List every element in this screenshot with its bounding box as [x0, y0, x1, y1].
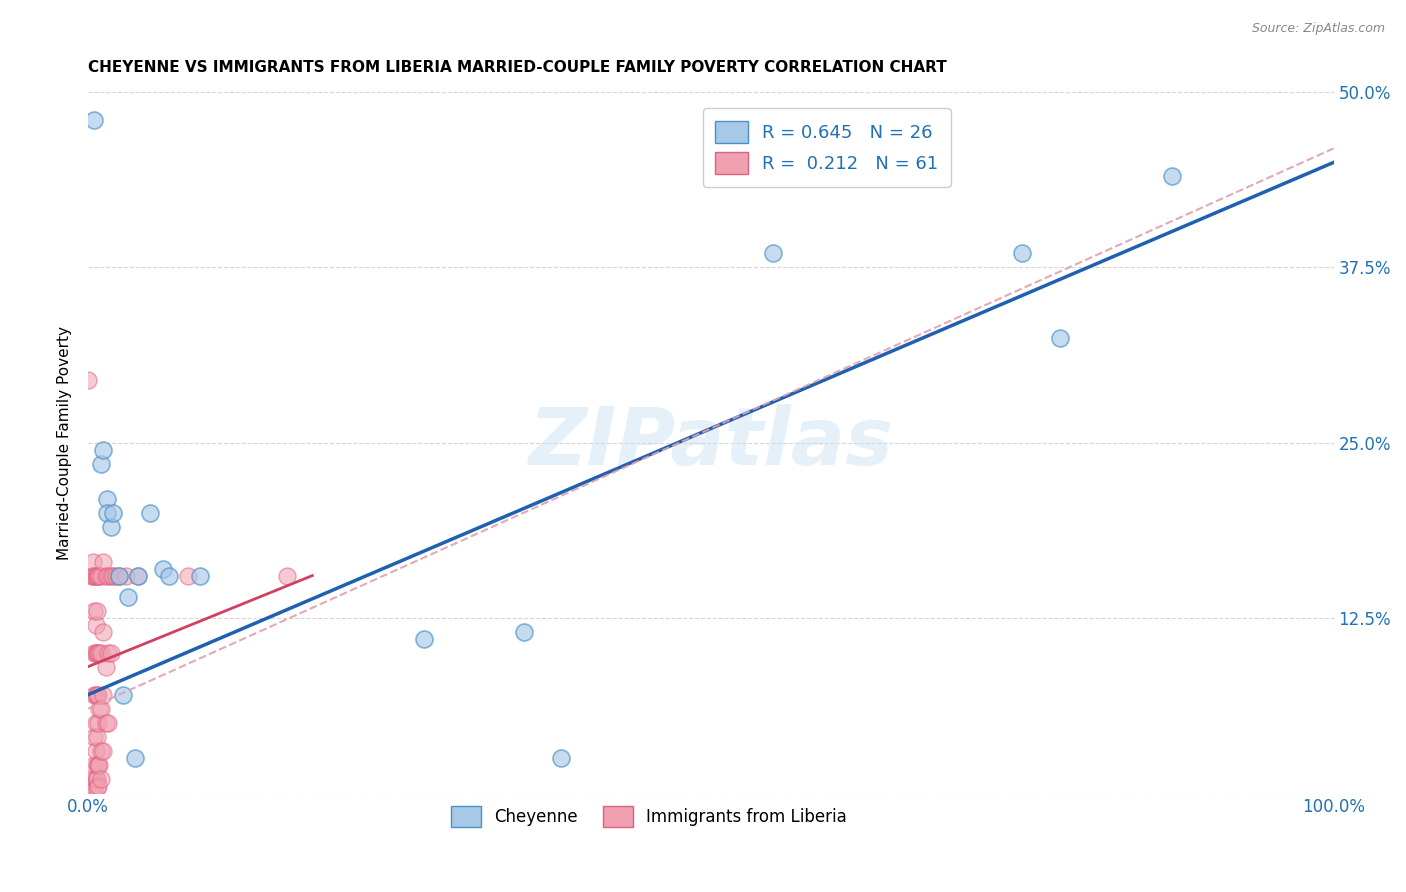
Point: [83, 568, 105, 582]
Point: [111, 688, 134, 702]
Point: [94, 715, 117, 730]
Point: [89, 757, 111, 772]
Point: [90, 646, 112, 660]
Point: [91, 624, 114, 639]
Legend: Cheyenne, Immigrants from Liberia: Cheyenne, Immigrants from Liberia: [444, 799, 853, 833]
Point: [91, 555, 114, 569]
Y-axis label: Married-Couple Family Poverty: Married-Couple Family Poverty: [58, 326, 72, 559]
Point: [101, 506, 124, 520]
Point: [413, 632, 436, 646]
Point: [100, 646, 122, 660]
Point: [84, 772, 107, 786]
Point: [83, 772, 105, 786]
Point: [188, 568, 211, 582]
Point: [86, 757, 108, 772]
Point: [82, 555, 104, 569]
Point: [83, 688, 105, 702]
Point: [152, 561, 174, 575]
Point: [91, 688, 114, 702]
Point: [87, 646, 110, 660]
Point: [86, 781, 108, 796]
Point: [550, 750, 572, 764]
Text: CHEYENNE VS IMMIGRANTS FROM LIBERIA MARRIED-COUPLE FAMILY POVERTY CORRELATION CH: CHEYENNE VS IMMIGRANTS FROM LIBERIA MARR…: [89, 60, 946, 75]
Point: [1049, 330, 1071, 344]
Point: [108, 568, 131, 582]
Point: [83, 730, 105, 744]
Text: Source: ZipAtlas.com: Source: ZipAtlas.com: [1251, 22, 1385, 36]
Point: [86, 646, 108, 660]
Point: [114, 568, 136, 582]
Point: [89, 701, 111, 715]
Point: [139, 506, 162, 520]
Point: [94, 568, 117, 582]
Point: [1011, 246, 1033, 260]
Point: [97, 646, 120, 660]
Point: [90, 457, 112, 471]
Point: [1160, 169, 1182, 184]
Point: [90, 701, 112, 715]
Point: [108, 568, 131, 582]
Text: ZIPatlas: ZIPatlas: [529, 403, 893, 482]
Point: [83, 779, 105, 793]
Point: [89, 568, 111, 582]
Point: [89, 646, 111, 660]
Point: [82, 568, 104, 582]
Point: [91, 744, 114, 758]
Point: [84, 715, 107, 730]
Point: [94, 659, 117, 673]
Point: [124, 750, 146, 764]
Point: [513, 624, 536, 639]
Point: [84, 617, 107, 632]
Point: [97, 568, 120, 582]
Point: [83, 604, 105, 618]
Point: [276, 568, 298, 582]
Point: [83, 113, 105, 128]
Point: [90, 744, 112, 758]
Point: [96, 491, 118, 506]
Point: [86, 688, 108, 702]
Point: [87, 779, 110, 793]
Point: [127, 568, 149, 582]
Point: [87, 715, 110, 730]
Point: [127, 568, 149, 582]
Point: [86, 604, 108, 618]
Point: [86, 730, 108, 744]
Point: [86, 568, 108, 582]
Point: [157, 568, 180, 582]
Point: [86, 772, 108, 786]
Point: [84, 568, 107, 582]
Point: [87, 688, 110, 702]
Point: [101, 568, 124, 582]
Point: [96, 506, 118, 520]
Point: [762, 246, 785, 260]
Point: [117, 590, 139, 604]
Point: [104, 568, 127, 582]
Point: [100, 568, 122, 582]
Point: [177, 568, 200, 582]
Point: [97, 715, 120, 730]
Point: [100, 519, 122, 533]
Point: [84, 744, 107, 758]
Point: [77, 372, 100, 386]
Point: [83, 646, 105, 660]
Point: [90, 772, 112, 786]
Point: [87, 757, 110, 772]
Point: [87, 568, 110, 582]
Point: [84, 688, 107, 702]
Point: [83, 757, 105, 772]
Point: [90, 568, 112, 582]
Point: [84, 646, 107, 660]
Point: [91, 442, 114, 457]
Point: [80, 568, 103, 582]
Point: [83, 782, 105, 797]
